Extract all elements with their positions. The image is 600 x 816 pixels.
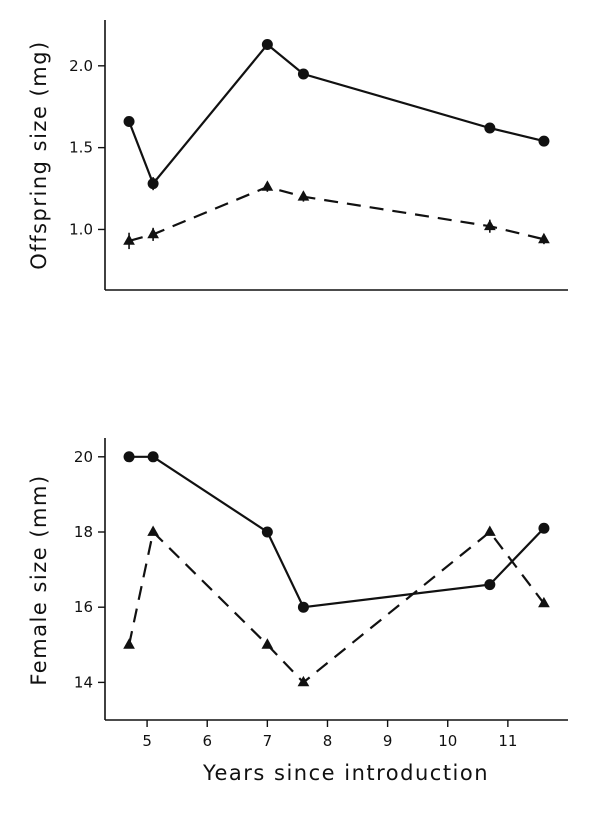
top-y-axis-title: Offspring size (mg) — [27, 40, 51, 269]
top-series-circle-line — [128, 42, 545, 186]
bottom-circle-point — [297, 601, 309, 613]
bottom-series-circle-line — [129, 455, 545, 609]
bottom-y-tick-label: 20 — [74, 448, 93, 466]
top-circle-point — [147, 178, 159, 190]
x-tick-label: 8 — [323, 732, 333, 750]
top-triangle-point — [261, 180, 274, 191]
bottom-triangle-point — [123, 638, 135, 649]
female-size-panel: 14 16 18 20 5 6 7 8 9 10 11 Female size (mm) Year… — [27, 438, 568, 785]
bottom-circle-point — [484, 579, 496, 591]
bottom-circle-point — [123, 451, 135, 463]
top-y-tick-label: 2.0 — [69, 57, 93, 75]
offspring-size-panel: 1.0 1.5 2.0 Offspring size (mg) — [27, 20, 568, 291]
top-circle-point — [484, 122, 496, 134]
bottom-triangle-point — [147, 525, 159, 536]
bottom-y-tick-label: 18 — [74, 523, 93, 541]
top-triangle-point — [147, 227, 159, 239]
bottom-triangle-point — [538, 596, 550, 608]
bottom-y-tick-label: 14 — [74, 673, 93, 691]
top-triangle-point — [297, 190, 310, 201]
x-tick-label: 6 — [202, 732, 212, 750]
bottom-triangle-point — [484, 525, 496, 536]
bottom-circle-point — [261, 526, 273, 538]
top-circle-point — [297, 68, 309, 80]
x-tick-label: 7 — [263, 732, 273, 750]
top-y-tick-label: 1.5 — [69, 139, 93, 157]
x-axis-title: Years since introduction — [202, 761, 489, 785]
bottom-series-triangle-line — [128, 529, 545, 684]
top-triangle-point — [484, 219, 496, 231]
x-tick-label: 9 — [383, 732, 393, 750]
top-circle-point — [261, 39, 273, 51]
x-tick-label: 10 — [438, 732, 457, 750]
top-triangle-point — [123, 234, 135, 245]
top-y-tick-label: 1.0 — [69, 220, 93, 238]
bottom-circle-point — [538, 522, 550, 534]
x-tick-label: 11 — [498, 732, 517, 750]
top-series-triangle-line — [128, 185, 545, 242]
top-circle-point — [123, 115, 135, 127]
x-tick-label: 5 — [142, 732, 152, 750]
bottom-circle-point — [147, 451, 159, 463]
top-triangle-point — [538, 232, 550, 244]
bottom-y-tick-label: 16 — [74, 598, 93, 616]
top-circle-point — [538, 135, 550, 147]
bottom-triangle-point — [261, 638, 274, 649]
bottom-y-axis-title: Female size (mm) — [27, 474, 51, 685]
bottom-triangle-point — [297, 675, 310, 687]
